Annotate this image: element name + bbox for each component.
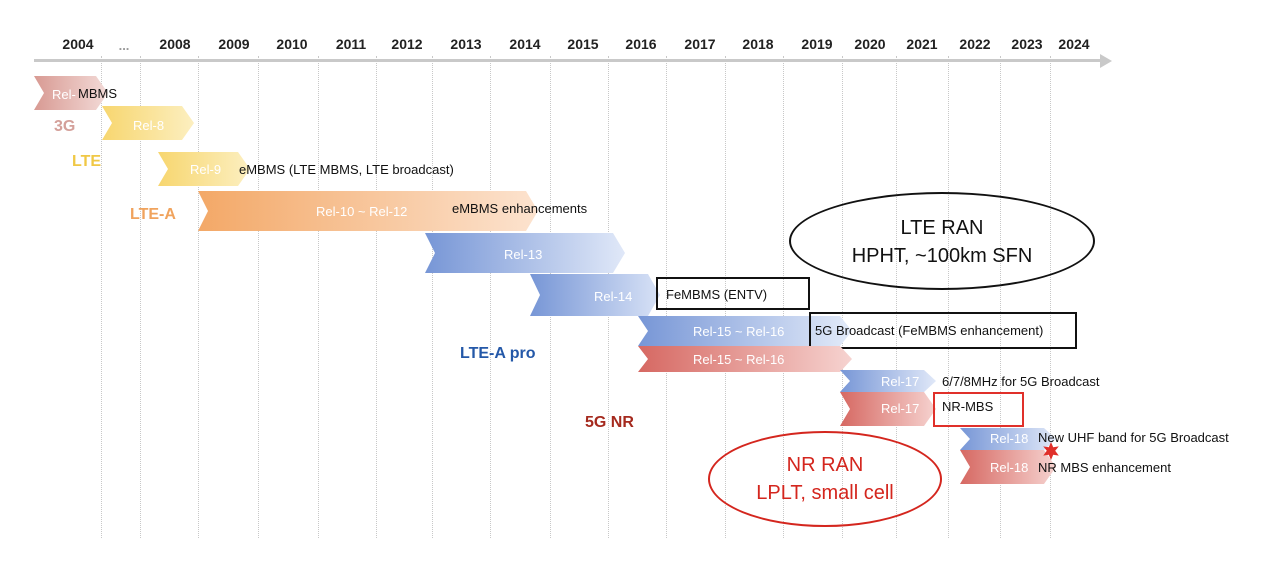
year-label: 2010	[276, 36, 308, 52]
year-gridline	[1000, 56, 1001, 538]
release-bar-rel14	[530, 274, 660, 316]
year-gridline	[101, 56, 102, 538]
release-bar-3g	[34, 76, 108, 110]
year-label: 2008	[159, 36, 191, 52]
release-bar-rel9	[158, 152, 250, 186]
year-label: 2024	[1058, 36, 1090, 52]
feature-label: eMBMS enhancements	[452, 201, 588, 216]
release-label: Rel-15 ~ Rel-16	[693, 352, 785, 367]
release-bar-rel8	[102, 106, 194, 140]
year-gridline	[258, 56, 259, 538]
release-label: Rel-17	[881, 374, 920, 389]
year-gridline	[1050, 56, 1051, 538]
timeline-axis	[34, 59, 1102, 62]
callout-subtitle: HPHT, ~100km SFN	[851, 245, 1033, 267]
release-label: Rel-8	[133, 118, 165, 133]
release-bar-rel17-lte	[840, 370, 936, 392]
year-label: 2018	[742, 36, 774, 52]
year-gridline	[783, 56, 784, 538]
generation-label-lte: LTE	[72, 153, 102, 170]
feature-label: FeMBMS (ENTV)	[666, 287, 768, 302]
release-label: Rel-10 ~ Rel-12	[316, 204, 408, 219]
release-label: Rel-18	[990, 431, 1029, 446]
year-label: 2022	[959, 36, 991, 52]
release-label: Rel-17	[881, 401, 920, 416]
year-label: 2009	[218, 36, 250, 52]
year-label: 2021	[906, 36, 938, 52]
year-label: 2013	[450, 36, 482, 52]
generation-label-lte-a-pro: LTE-A pro	[460, 345, 536, 362]
release-bar-rel15-16-nr	[638, 346, 852, 372]
release-label: Rel-18	[990, 460, 1029, 475]
feature-label: NR-MBS	[942, 399, 994, 414]
lte-ran-callout: LTE RAN HPHT, ~100km SFN	[789, 192, 1095, 290]
year-label: 2014	[509, 36, 541, 52]
year-label: 2023	[1011, 36, 1043, 52]
year-gridline	[432, 56, 433, 538]
release-label: Rel-14	[594, 289, 633, 304]
generation-label-5g-nr: 5G NR	[585, 414, 634, 431]
year-label: 2011	[335, 36, 367, 52]
year-gridline	[140, 56, 141, 538]
year-gridline	[948, 56, 949, 538]
feature-highlight-box	[809, 312, 1077, 349]
year-gridline	[896, 56, 897, 538]
year-label: 2019	[801, 36, 833, 52]
release-bar-rel10-12	[198, 191, 538, 231]
callout-title: NR RAN	[786, 454, 864, 476]
release-label: Rel-13	[504, 247, 543, 262]
nr-ran-callout: NR RAN LPLT, small cell	[708, 431, 942, 527]
year-label: 2020	[854, 36, 886, 52]
year-gridline	[666, 56, 667, 538]
year-label: 2016	[625, 36, 657, 52]
year-gridline	[376, 56, 377, 538]
feature-label: 5G Broadcast (FeMBMS enhancement)	[815, 323, 1044, 338]
release-bar-rel17-nr	[840, 392, 936, 426]
callout-title: LTE RAN	[900, 217, 984, 239]
release-label: Rel-	[52, 87, 76, 102]
year-gap-label: ...	[118, 38, 130, 53]
feature-highlight-box	[656, 277, 810, 310]
release-bar-rel15-16-lte	[638, 316, 852, 346]
feature-label: New UHF band for 5G Broadcast	[1038, 430, 1229, 445]
new-star-icon	[1043, 442, 1059, 460]
year-gridline	[318, 56, 319, 538]
year-label: 2015	[567, 36, 599, 52]
release-bar-rel13	[425, 233, 625, 273]
feature-label: eMBMS (LTE MBMS, LTE broadcast)	[239, 162, 454, 177]
year-label: 2017	[684, 36, 716, 52]
release-bar-rel18-nr	[960, 450, 1056, 484]
timeline-arrow-head	[1100, 54, 1112, 68]
year-label: 2004	[62, 36, 94, 52]
release-label: Rel-9	[190, 162, 222, 177]
release-bar-rel18-lte	[960, 428, 1056, 450]
feature-label: 6/7/8MHz for 5G Broadcast	[942, 374, 1100, 389]
year-gridline	[842, 56, 843, 538]
year-label: 2012	[391, 36, 423, 52]
callout-subtitle: LPLT, small cell	[756, 482, 894, 504]
year-gridline	[198, 56, 199, 538]
feature-highlight-box	[933, 392, 1024, 427]
feature-label: NR MBS enhancement	[1038, 460, 1171, 475]
feature-label: MBMS	[78, 86, 117, 101]
generation-label-lte-a: LTE-A	[130, 206, 176, 223]
year-gridline	[490, 56, 491, 538]
release-label: Rel-15 ~ Rel-16	[693, 324, 785, 339]
year-gridline	[725, 56, 726, 538]
generation-label-3g: 3G	[54, 118, 76, 135]
